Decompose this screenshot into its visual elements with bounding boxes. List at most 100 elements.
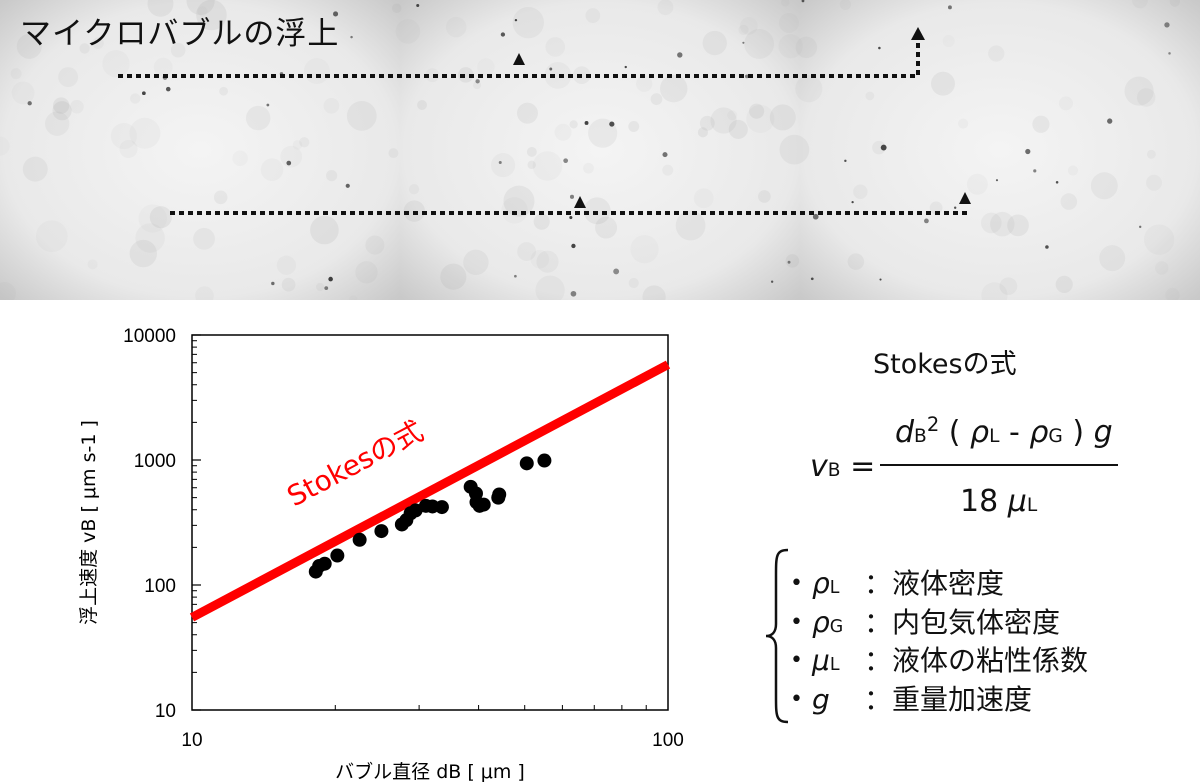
blurred-particle: [738, 24, 749, 35]
blurred-particle: [280, 145, 303, 168]
blurred-particle: [395, 19, 421, 44]
definition-rho-g: • ρG ：内包気体密度: [790, 601, 1088, 640]
bubble-dot: [584, 121, 589, 125]
def-text: 重量加速度: [892, 682, 1033, 716]
bubble-dot: [745, 74, 749, 79]
blurred-particle: [1145, 174, 1162, 191]
bubble-dot: [563, 158, 569, 164]
blurred-particle: [458, 67, 474, 83]
bubble-dot: [947, 5, 952, 10]
symbol-definitions: • ρL ：液体密度 • ρG ：内包気体密度 • μL ：液体の粘性係数 • g ：重量加速度: [790, 562, 1088, 716]
blurred-particle: [746, 104, 775, 134]
def-colon: ：: [864, 605, 893, 639]
blurred-particle: [585, 8, 601, 23]
def-symbol: ρ: [812, 605, 830, 639]
formula-lhs-var: v: [810, 449, 828, 484]
blurred-particle: [281, 277, 296, 292]
blurred-particle: [276, 255, 297, 275]
blurred-particle: [795, 75, 823, 103]
blurred-particle: [583, 197, 611, 225]
blurred-particle: [595, 216, 618, 239]
blurred-particle: [795, 36, 818, 59]
blurred-particle: [79, 43, 90, 54]
formula-lhs: vB =: [810, 449, 875, 484]
blurred-particle: [10, 68, 22, 80]
blurred-particle: [445, 16, 467, 38]
bubble-dot: [345, 183, 350, 188]
bubble-dot: [810, 277, 814, 281]
blurred-particle: [569, 120, 578, 129]
data-point: [492, 487, 507, 502]
blurred-particle: [138, 204, 167, 233]
blurred-particle: [675, 210, 706, 241]
formula-numerator: dB2 ( ρL - ρG ) g: [895, 413, 1113, 450]
blurred-particle: [425, 68, 440, 83]
blurred-particle: [628, 277, 639, 289]
blurred-particle: [365, 235, 385, 255]
num-close: ): [1062, 415, 1094, 450]
data-point: [476, 497, 491, 512]
blurred-particle: [554, 123, 572, 141]
blurred-particle: [440, 263, 467, 290]
definition-rho-l: • ρL ：液体密度: [790, 562, 1088, 601]
blurred-particle: [129, 117, 161, 149]
bubble-dot: [475, 79, 480, 84]
bubble-dot: [1168, 52, 1171, 55]
blurred-particle: [1099, 245, 1126, 272]
blurred-particle: [70, 99, 84, 114]
blurred-particle: [16, 33, 42, 59]
blurred-particle: [245, 105, 271, 131]
formula-title: Stokesの式: [873, 349, 1017, 380]
blurred-particle: [544, 62, 572, 89]
plot-frame: [191, 334, 669, 711]
blurred-particle: [527, 160, 536, 170]
bubble-dot: [569, 194, 575, 199]
blurred-particle: [779, 134, 810, 165]
formula-denominator: 18 μL: [960, 484, 1037, 519]
blurred-particle: [299, 137, 310, 148]
definition-mu-l: • μL ：液体の粘性係数: [790, 639, 1088, 678]
bubble-dot: [662, 152, 668, 158]
bubble-dot: [1045, 245, 1049, 249]
blurred-particle: [710, 107, 737, 134]
bubble-dot: [844, 159, 847, 163]
bubble-dot: [787, 260, 791, 264]
bubble-dot: [624, 65, 627, 69]
blurred-particle: [417, 100, 427, 110]
num-rho-l: ρ: [970, 415, 990, 450]
data-point: [519, 456, 534, 471]
blurred-particle: [693, 188, 714, 209]
photo-frame-1: [0, 0, 400, 300]
blurred-particle: [1090, 172, 1118, 200]
bubble-dot: [1033, 169, 1037, 173]
num-rho-l-sub: L: [989, 426, 1000, 447]
tracking-line-top: [118, 40, 920, 78]
bubble-dot: [514, 18, 518, 22]
x-tick-label: 100: [652, 730, 684, 751]
bubble-dot: [1139, 225, 1142, 229]
data-point: [374, 524, 389, 539]
bubble-dot: [677, 52, 683, 58]
formula-equals: =: [850, 449, 876, 484]
blurred-particle: [1165, 287, 1180, 300]
blurred-particle: [303, 58, 330, 84]
blurred-particle: [491, 153, 516, 178]
blurred-particle: [839, 0, 851, 10]
bubble-dot: [514, 274, 517, 278]
den-mu: μ: [1007, 484, 1027, 519]
blurred-particle: [391, 3, 402, 13]
blurred-particle: [130, 93, 141, 104]
y-tick-label: 1000: [134, 451, 176, 472]
bubble-dot: [142, 91, 146, 96]
num-g: g: [1093, 415, 1113, 450]
bubble-dot: [1025, 148, 1031, 155]
blurred-particle: [999, 277, 1018, 296]
blurred-particle: [326, 170, 338, 182]
den-number: 18: [960, 484, 1008, 519]
blurred-particle: [1146, 149, 1156, 159]
blurred-particle: [310, 215, 339, 245]
blurred-particle: [699, 115, 715, 131]
def-symbol: ρ: [812, 567, 830, 600]
def-symbol: g: [812, 682, 830, 716]
num-rho-g-sub: G: [1048, 426, 1063, 447]
